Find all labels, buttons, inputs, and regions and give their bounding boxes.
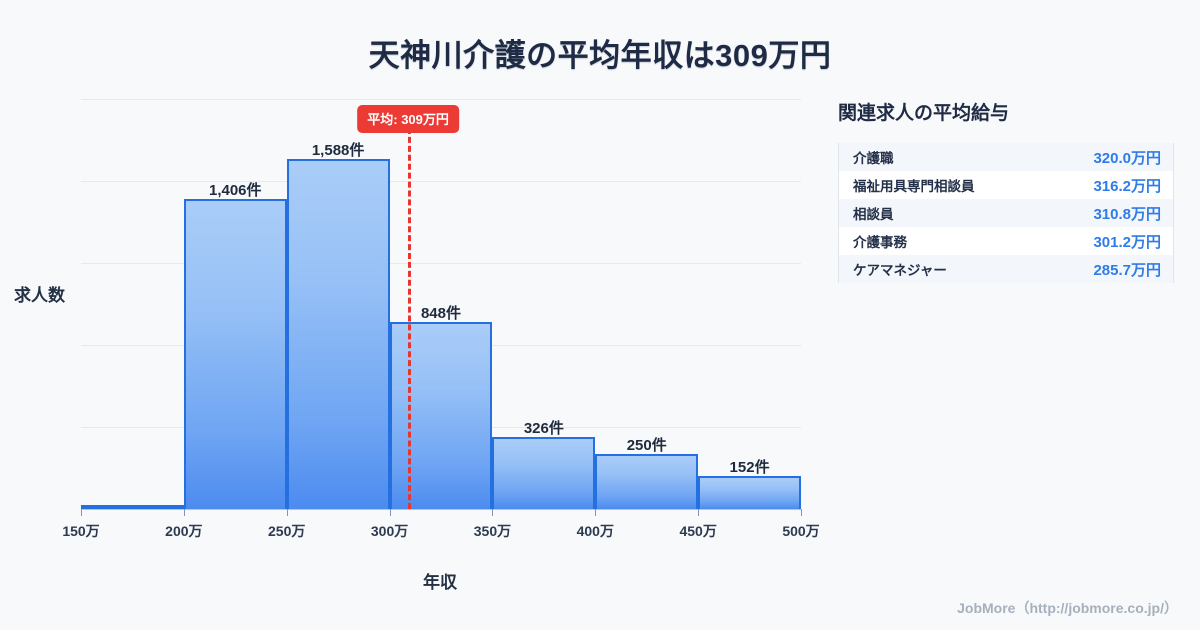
salary-row-name: ケアマネジャー — [853, 263, 947, 278]
watermark: JobMore（http://jobmore.co.jp/） — [957, 600, 1178, 616]
related-salary-panel: 関連求人の平均給与 介護職 320.0万円福祉用具専門相談員 316.2万円相談員 3… — [838, 98, 1178, 283]
x-axis-tick-label: 350万 — [473, 523, 512, 539]
bar-value-label: 1,588件 — [311, 141, 365, 159]
x-axis-tick-label: 250万 — [268, 523, 306, 539]
histogram-bar: 1,406件 — [183, 182, 287, 509]
salary-row-name: 介護職 — [853, 151, 894, 166]
salary-row-name: 介護事務 — [853, 235, 907, 250]
x-axis-tick-label: 400万 — [576, 523, 614, 539]
histogram-chart: 1,406件 1,588件 848件 326件 250件 152件 150万 200万 250… — [14, 99, 820, 592]
x-axis-tick-mark — [286, 509, 288, 516]
related-salary-list: 介護職 320.0万円福祉用具専門相談員 316.2万円相談員 310.8万円介護事務… — [838, 143, 1174, 283]
bar-value-label: 152件 — [729, 458, 770, 476]
x-axis-title: 年収 — [423, 573, 457, 592]
average-badge: 平均: 309万円 — [357, 105, 459, 133]
x-axis-line — [81, 509, 802, 510]
bar-value-label: 250件 — [626, 436, 667, 454]
salary-row-name: 福祉用具専門相談員 — [853, 179, 975, 194]
plot-area: 1,406件 1,588件 848件 326件 250件 152件 — [81, 99, 801, 509]
page-title: 天神川介護の平均年収は309万円 — [368, 38, 832, 73]
x-axis-tick-label: 150万 — [62, 523, 100, 539]
salary-row: 福祉用具専門相談員 316.2万円 — [839, 171, 1173, 199]
x-axis-tick-mark — [183, 509, 185, 516]
histogram-bar: 1,588件 — [286, 142, 390, 509]
salary-row: 介護職 320.0万円 — [839, 143, 1173, 171]
histogram-bar — [81, 505, 184, 509]
histogram-bar: 326件 — [492, 420, 596, 509]
salary-row-value: 310.8万円 — [1093, 205, 1161, 223]
gridline — [81, 263, 801, 264]
salary-row-value: 301.2万円 — [1093, 233, 1161, 251]
bar-value-label: 326件 — [523, 420, 564, 438]
salary-row: 介護事務 301.2万円 — [839, 227, 1173, 255]
salary-row-value: 285.7万円 — [1093, 261, 1161, 279]
x-axis-tick-label: 200万 — [165, 523, 203, 539]
salary-row-value: 316.2万円 — [1093, 177, 1161, 195]
salary-row: 相談員 310.8万円 — [839, 199, 1173, 227]
x-axis-tick-mark — [81, 509, 82, 516]
x-axis-tick-label: 500万 — [782, 523, 820, 539]
x-axis-tick-mark — [698, 509, 700, 516]
x-axis-tick-mark — [595, 509, 597, 516]
histogram-bar: 848件 — [389, 305, 493, 509]
salary-row-value: 320.0万円 — [1093, 149, 1161, 167]
x-axis-tick-label: 450万 — [679, 523, 717, 539]
x-axis-tick-mark — [801, 509, 802, 516]
gridline — [81, 99, 801, 100]
histogram-bar: 152件 — [698, 459, 801, 509]
average-line — [408, 128, 412, 509]
bar-value-label: 1,406件 — [208, 182, 262, 200]
salary-row-name: 相談員 — [853, 207, 894, 222]
x-axis-tick-mark — [389, 509, 391, 516]
x-axis-tick-mark — [492, 509, 494, 516]
y-axis-title: 求人数 — [14, 286, 65, 305]
x-axis-tick-label: 300万 — [370, 523, 409, 539]
histogram-bar: 250件 — [595, 437, 699, 509]
gridline — [81, 181, 801, 182]
salary-row: ケアマネジャー 285.7万円 — [839, 255, 1173, 283]
related-salary-title: 関連求人の平均給与 — [838, 103, 1010, 124]
bar-value-label: 848件 — [420, 305, 461, 323]
